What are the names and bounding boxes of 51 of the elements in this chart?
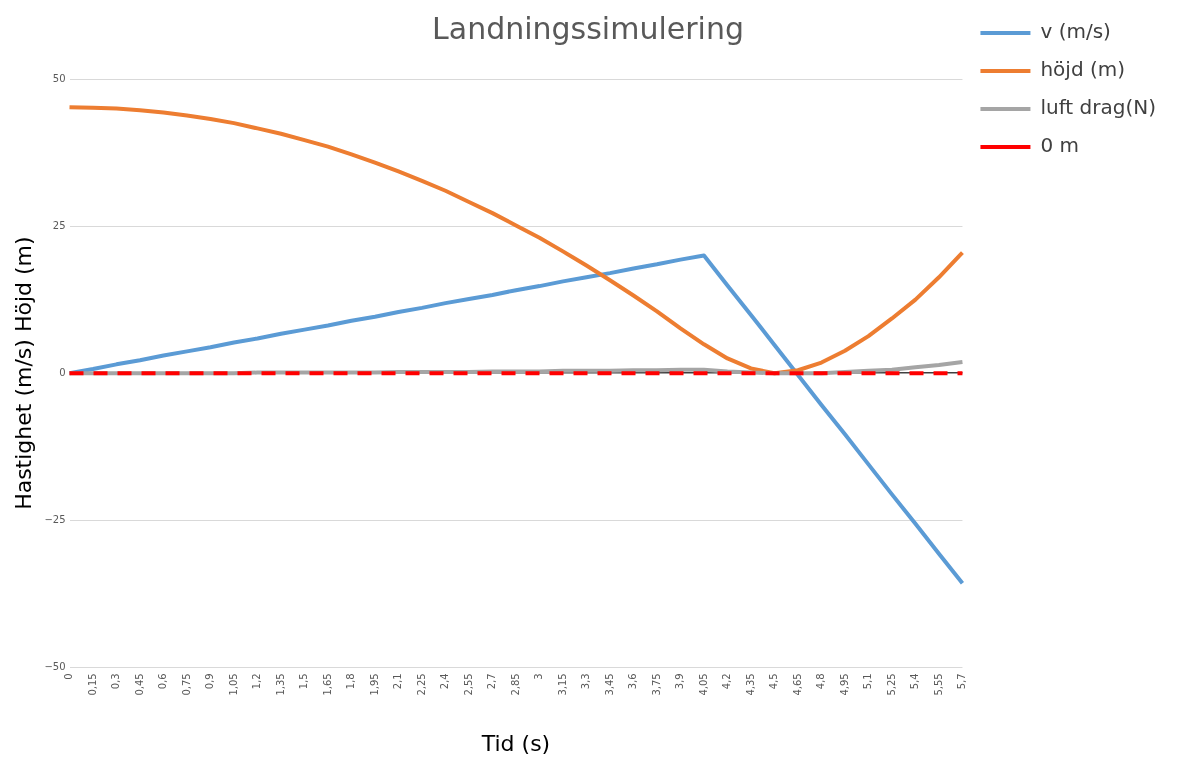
- y-tick-label: −25: [44, 513, 66, 525]
- chart-title: Landningssimulering: [432, 10, 744, 46]
- x-tick-label: 1,5: [298, 673, 310, 690]
- x-tick-label: 4,35: [744, 673, 756, 696]
- legend-label: höjd (m): [1040, 57, 1126, 82]
- y-tick-label: 25: [52, 219, 66, 231]
- x-tick-label: 4,8: [815, 673, 827, 690]
- x-tick-label: 5,25: [885, 673, 897, 696]
- x-tick-label: 5,4: [909, 673, 921, 690]
- x-tick-label: 4,5: [768, 673, 780, 690]
- x-tick-label: 0,45: [133, 673, 145, 696]
- x-tick-label: 3,9: [674, 673, 686, 690]
- x-tick-label: 2,85: [509, 673, 521, 696]
- x-tick-label: 2,1: [392, 673, 404, 690]
- x-tick-label: 3,75: [650, 673, 662, 696]
- x-tick-label: 2,7: [486, 673, 498, 690]
- legend-label: v (m/s): [1040, 19, 1111, 44]
- x-tick-label: 4,2: [721, 673, 733, 690]
- x-tick-label: 0,15: [86, 673, 98, 696]
- y-tick-label: −50: [44, 660, 66, 672]
- x-tick-label: 1,95: [368, 673, 380, 696]
- x-axis-title: Tid (s): [480, 730, 551, 756]
- x-tick-label: 3,15: [556, 673, 568, 696]
- x-tick-label: 0: [63, 673, 75, 680]
- x-tick-label: 5,55: [932, 673, 944, 696]
- x-tick-label: 1,05: [227, 673, 239, 696]
- x-tick-label: 3,3: [580, 673, 592, 690]
- x-tick-label: 2,25: [415, 673, 427, 696]
- y-axis-title: Hastighet (m/s) Höjd (m): [10, 236, 36, 510]
- x-tick-label: 0,9: [204, 673, 216, 690]
- y-tick-label: 0: [59, 366, 66, 378]
- x-tick-label: 2,55: [462, 673, 474, 696]
- x-tick-label: 4,65: [791, 673, 803, 696]
- x-tick-label: 4,95: [838, 673, 850, 696]
- legend-label: luft drag(N): [1040, 95, 1157, 120]
- x-tick-label: 1,35: [274, 673, 286, 696]
- x-tick-label: 2,4: [439, 673, 451, 690]
- x-tick-label: 0,6: [157, 673, 169, 690]
- x-tick-label: 0,75: [180, 673, 192, 696]
- x-tick-label: 5,1: [862, 673, 874, 690]
- x-tick-label: 3,45: [603, 673, 615, 696]
- legend-label: 0 m: [1040, 133, 1080, 158]
- y-tick-label: 50: [52, 72, 66, 84]
- x-tick-label: 5,7: [956, 673, 968, 690]
- x-tick-label: 1,2: [251, 673, 263, 690]
- x-tick-label: 4,05: [697, 673, 709, 696]
- x-tick-label: 3,6: [627, 673, 639, 690]
- x-tick-label: 0,3: [110, 673, 122, 690]
- x-tick-label: 1,8: [345, 673, 357, 690]
- x-tick-label: 1,65: [321, 673, 333, 696]
- x-tick-label: 3: [533, 673, 545, 680]
